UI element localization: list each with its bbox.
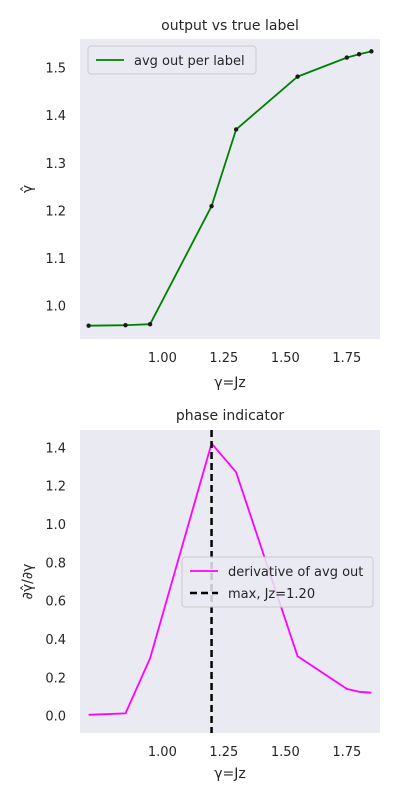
data-point — [123, 322, 128, 328]
x-tick-label: 1.25 — [209, 745, 238, 760]
y-tick-label: 1.4 — [45, 441, 66, 456]
y-tick-label: 1.2 — [45, 204, 66, 219]
data-point — [356, 52, 362, 57]
x-tick-label: 1.75 — [332, 745, 361, 760]
y-axis-label: ∂γ̂/∂γ — [20, 564, 36, 600]
x-tick-label: 1.50 — [271, 745, 300, 760]
y-tick-label: 1.1 — [45, 252, 66, 267]
chart-1: output vs true label 1.00 1.25 1.50 1.75 1.0 1… — [20, 18, 380, 391]
x-tick-label: 1.50 — [271, 351, 300, 366]
y-tick-label: 1.0 — [45, 518, 66, 533]
y-tick-label: 0.6 — [45, 595, 66, 610]
chart-title: phase indicator — [176, 408, 285, 424]
y-tick-label: 1.5 — [45, 62, 66, 77]
x-tick-label: 1.75 — [332, 351, 361, 366]
x-tick-label: 1.00 — [148, 745, 177, 760]
legend-label: avg out per label — [134, 54, 245, 69]
chart-title: output vs true label — [161, 18, 299, 34]
y-tick-label: 0.2 — [45, 671, 66, 686]
data-point — [369, 49, 374, 54]
x-axis-label: γ=Jz — [214, 766, 246, 782]
x-axis-label: γ=Jz — [214, 375, 246, 391]
legend-label: derivative of avg out — [228, 565, 363, 580]
data-point — [209, 203, 214, 209]
legend: avg out per label — [87, 45, 257, 75]
series-line — [88, 442, 372, 716]
data-point — [86, 323, 91, 328]
y-tick-label: 1.2 — [45, 480, 66, 495]
chart-2: phase indicator 1.00 1.25 1.50 1.75 0.0 0.2 0.4… — [20, 408, 380, 782]
y-tick-label: 0.0 — [45, 710, 66, 725]
y-tick-label: 1.3 — [45, 157, 66, 172]
x-tick-label: 1.00 — [148, 351, 177, 366]
plot-area — [80, 39, 380, 339]
y-tick-label: 1.4 — [45, 109, 66, 124]
x-tick-label: 1.25 — [209, 351, 238, 366]
y-tick-label: 1.0 — [45, 300, 66, 315]
y-axis-label: γ̂ — [20, 185, 36, 193]
data-point — [295, 74, 300, 79]
y-tick-label: 0.4 — [45, 633, 66, 648]
legend: derivative of avg out max, Jz=1.20 — [181, 556, 374, 608]
data-point — [147, 322, 153, 327]
data-point — [233, 127, 239, 132]
data-point — [344, 55, 350, 60]
y-tick-label: 0.8 — [45, 556, 66, 571]
legend-label: max, Jz=1.20 — [228, 587, 315, 602]
